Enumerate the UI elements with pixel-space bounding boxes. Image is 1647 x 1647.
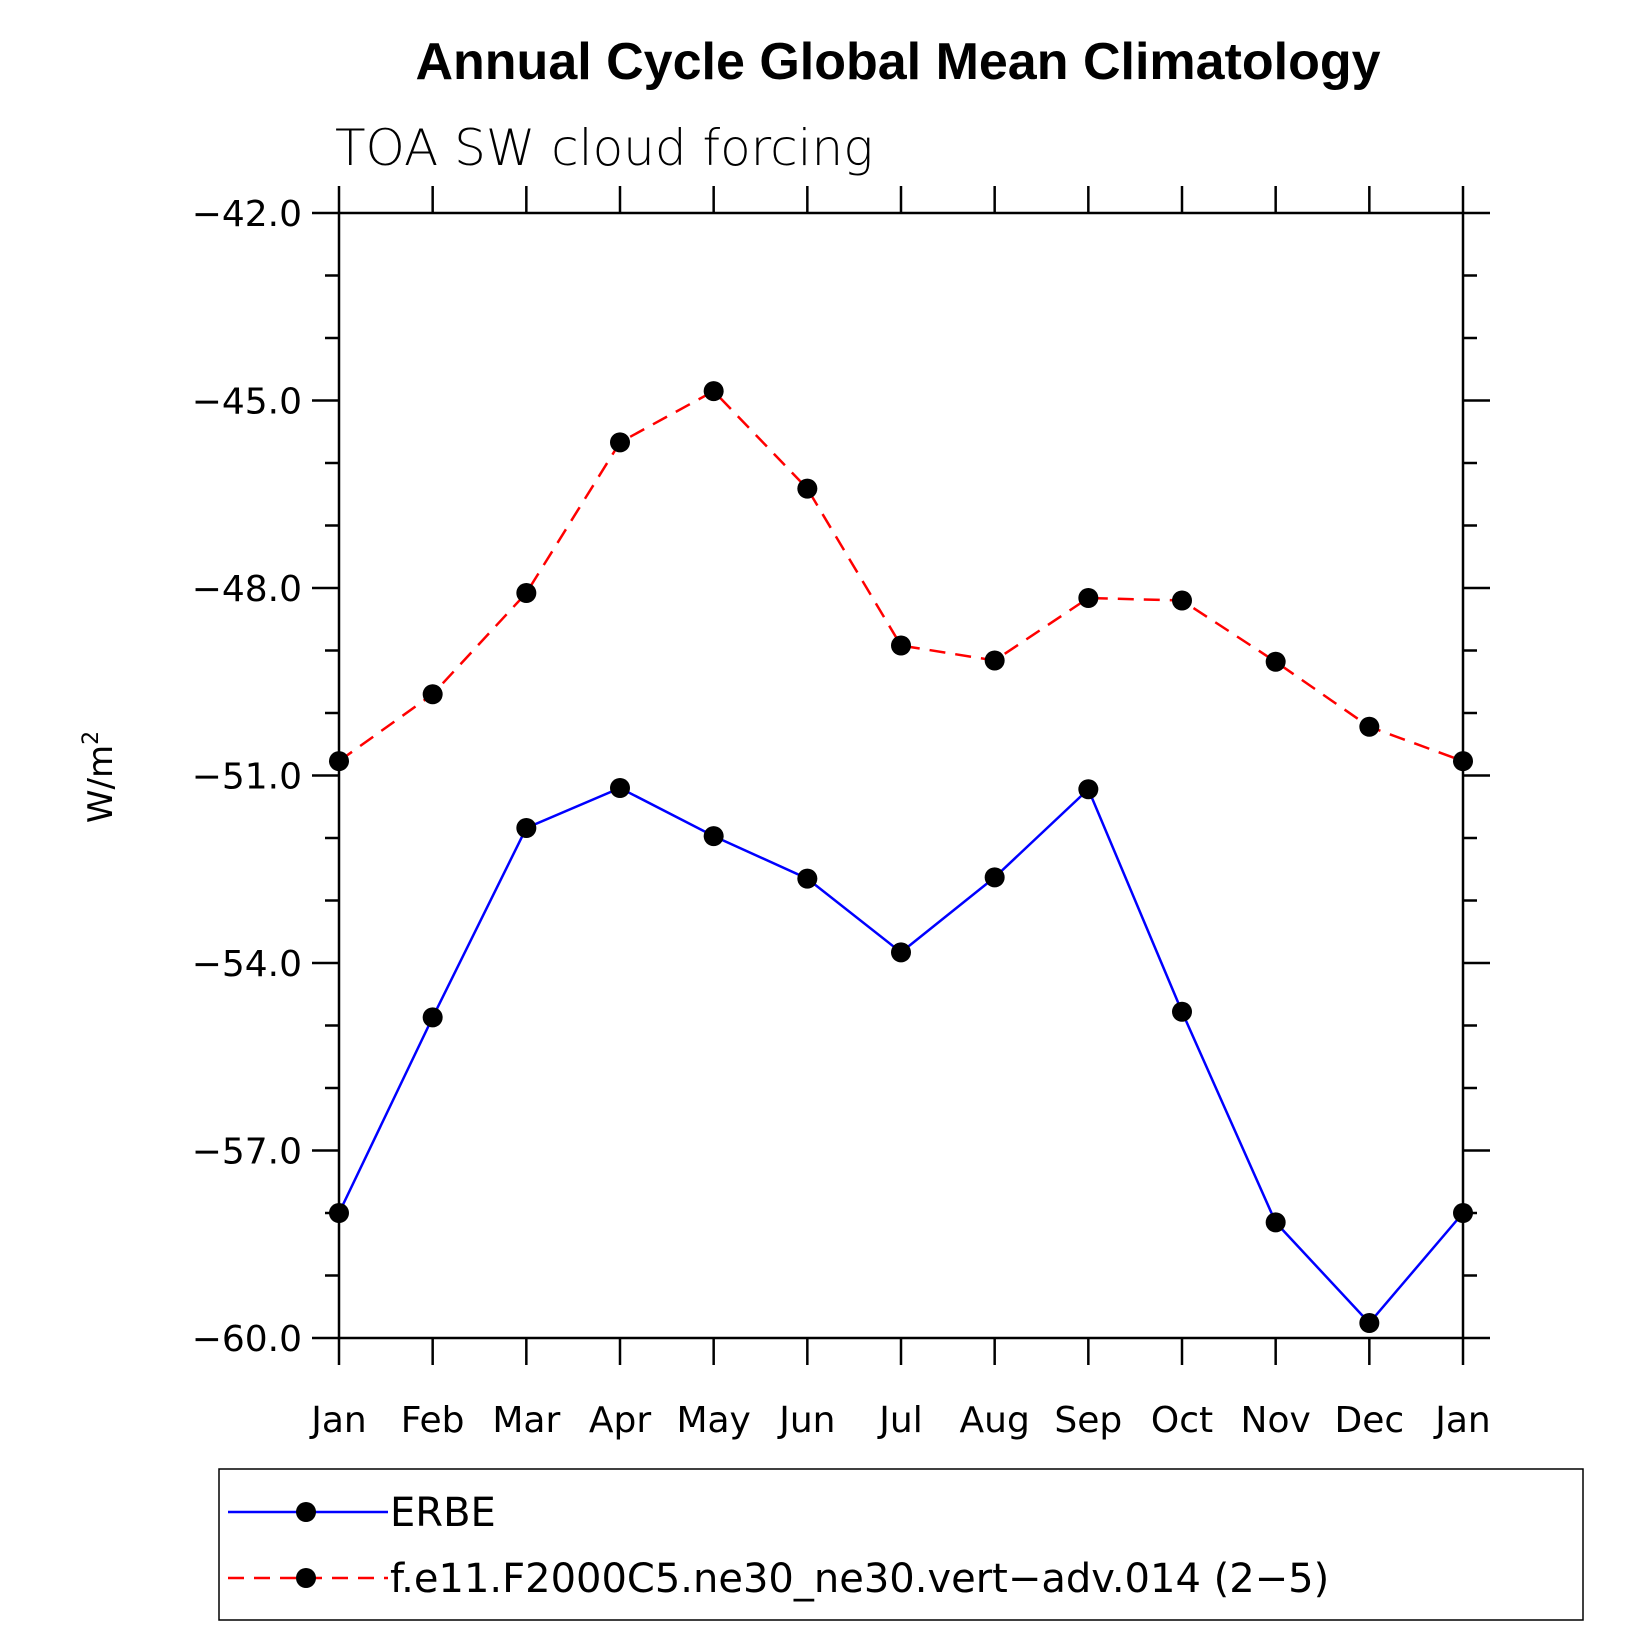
data-point	[329, 751, 349, 772]
legend: ERBE f.e11.F2000C5.ne30_ne30.vert−adv.014…	[218, 1468, 1584, 1621]
x-tick-label: Feb	[401, 1400, 465, 1441]
data-point	[797, 868, 818, 889]
x-tick-label: Aug	[960, 1400, 1030, 1441]
x-tick-label: Jul	[877, 1400, 922, 1441]
y-axis-label-text: W/m	[81, 745, 121, 823]
y-tick-label: −51.0	[192, 757, 302, 798]
chart-title: Annual Cycle Global Mean Climatology	[415, 33, 1380, 91]
chart-subtitle: TOA SW cloud forcing	[335, 119, 873, 177]
y-tick-label: −57.0	[192, 1132, 302, 1173]
data-point	[1078, 588, 1099, 608]
axis-ticks	[312, 186, 1490, 1365]
y-axis-label-superscript: 2	[79, 731, 104, 745]
data-point	[1078, 779, 1099, 800]
legend-item: f.e11.F2000C5.ne30_ne30.vert−adv.014 (2−…	[228, 1556, 1329, 1602]
series-1	[329, 778, 1473, 1333]
y-tick-label: −45.0	[192, 382, 302, 423]
series-line	[337, 786, 1464, 1325]
x-tick-labels: Jan Feb Mar Apr May Jun Jul Aug Sep Oct Nov Dec Jan	[309, 1400, 1491, 1441]
y-axis-label: W/m2	[79, 731, 121, 823]
data-point	[703, 826, 724, 847]
series-layer	[329, 381, 1473, 1333]
y-tick-labels: −42.0 −45.0 −48.0 −51.0 −54.0 −57.0 −60.0	[192, 194, 302, 1360]
data-point	[610, 778, 630, 798]
y-tick-label: −60.0	[192, 1319, 302, 1360]
legend-box	[218, 1468, 1584, 1621]
data-point	[1172, 590, 1192, 611]
data-point	[1359, 1313, 1380, 1333]
x-tick-label: Mar	[492, 1400, 560, 1441]
svg-text:W/m2: W/m2	[79, 731, 121, 823]
data-point	[516, 583, 537, 603]
legend-swatch-marker	[296, 1568, 316, 1588]
data-point	[891, 942, 911, 963]
data-point	[1265, 1212, 1286, 1233]
data-point	[891, 635, 911, 656]
series-line	[338, 389, 1464, 763]
x-tick-label: May	[676, 1400, 750, 1441]
data-point	[422, 684, 443, 705]
x-tick-label: Apr	[589, 1400, 651, 1441]
y-tick-label: −48.0	[192, 569, 302, 610]
data-point	[516, 818, 537, 838]
data-point	[1453, 1203, 1473, 1223]
legend-swatch-marker	[296, 1502, 316, 1522]
plot-frame	[337, 211, 1465, 1340]
data-point	[1359, 716, 1380, 737]
x-tick-label: Dec	[1334, 1400, 1404, 1441]
x-tick-label: Nov	[1241, 1400, 1311, 1441]
data-point	[610, 432, 630, 453]
data-point	[422, 1007, 443, 1028]
data-point	[1172, 1001, 1192, 1022]
x-tick-label: Oct	[1151, 1400, 1213, 1441]
data-point	[797, 478, 818, 499]
y-tick-label: −54.0	[192, 944, 302, 985]
x-tick-label: Jan	[309, 1400, 367, 1441]
data-point	[984, 867, 1005, 888]
legend-label: f.e11.F2000C5.ne30_ne30.vert−adv.014 (2−…	[390, 1556, 1329, 1602]
data-point	[329, 1203, 349, 1223]
y-tick-label: −42.0	[192, 194, 302, 235]
data-point	[1265, 651, 1286, 672]
x-tick-label: Jun	[777, 1400, 835, 1441]
data-point	[1453, 751, 1473, 772]
data-point	[984, 650, 1005, 671]
legend-label: ERBE	[390, 1490, 496, 1536]
data-point	[703, 381, 724, 402]
legend-item: ERBE	[228, 1490, 496, 1536]
x-tick-label: Sep	[1054, 1400, 1122, 1441]
series-2	[329, 381, 1473, 772]
x-tick-label: Jan	[1433, 1400, 1491, 1441]
